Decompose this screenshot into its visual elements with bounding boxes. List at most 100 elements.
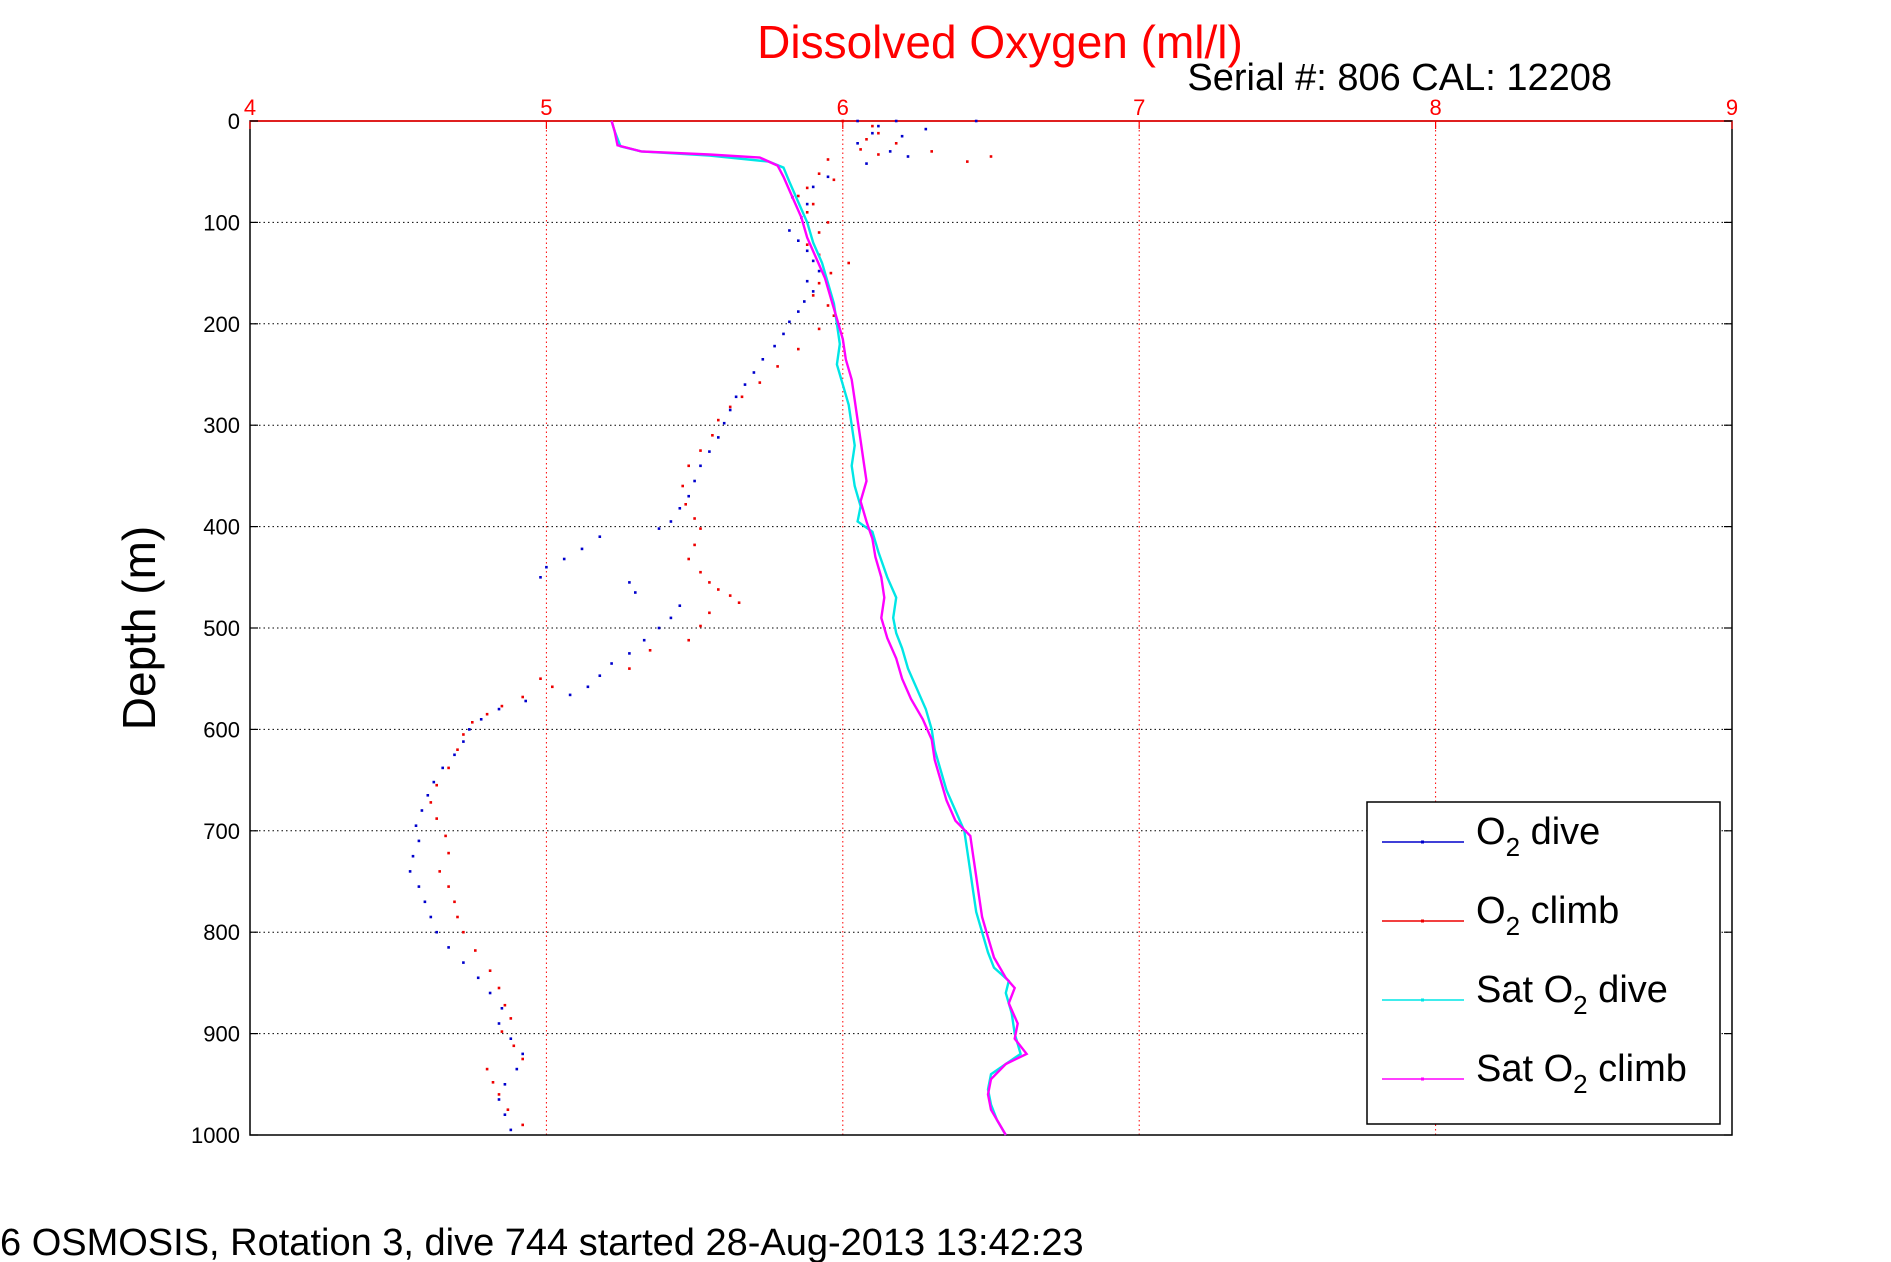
- data-point: [642, 638, 646, 642]
- y-axis-label: Depth (m): [113, 526, 165, 730]
- data-point: [797, 347, 800, 351]
- data-point: [497, 1022, 501, 1025]
- data-point: [797, 310, 800, 313]
- x-tick-label: 6: [837, 95, 849, 120]
- data-point: [551, 685, 554, 689]
- data-point: [811, 294, 815, 297]
- data-point: [699, 464, 702, 468]
- data-point: [628, 667, 631, 670]
- data-point: [521, 695, 524, 699]
- y-tick-label: 500: [203, 616, 240, 641]
- data-point: [865, 162, 868, 165]
- x-tick-label: 9: [1726, 95, 1738, 120]
- data-point: [438, 870, 441, 873]
- data-point: [657, 527, 661, 530]
- data-point: [817, 231, 821, 234]
- data-point: [512, 1044, 516, 1048]
- data-point: [900, 134, 904, 138]
- y-tick-label: 100: [203, 210, 240, 235]
- footer-caption: 6 OSMOSIS, Rotation 3, dive 744 started …: [0, 1222, 1084, 1262]
- y-tick-label: 300: [203, 413, 240, 438]
- data-point: [500, 1007, 504, 1010]
- data-point: [687, 464, 690, 468]
- data-point: [447, 885, 450, 888]
- chart-subtitle: Serial #: 806 CAL: 12208: [1187, 57, 1612, 99]
- data-point: [453, 753, 456, 757]
- data-point: [974, 119, 978, 123]
- data-point: [817, 281, 821, 285]
- legend: O2 dive O2 climb Sat O2 dive Sat O2 climb: [1366, 801, 1721, 1125]
- data-point: [826, 158, 830, 161]
- data-point: [524, 699, 527, 703]
- data-point: [817, 269, 821, 273]
- x-tick-label: 4: [244, 95, 256, 120]
- data-point: [444, 834, 447, 838]
- data-point: [728, 408, 732, 412]
- data-point: [509, 1017, 513, 1020]
- data-point: [435, 930, 438, 934]
- series-o2-climb: [429, 119, 993, 1127]
- data-point: [877, 153, 880, 156]
- data-point: [586, 685, 590, 689]
- data-point: [687, 557, 690, 561]
- legend-marker: [1421, 998, 1424, 1002]
- x-tick-label: 5: [540, 95, 552, 120]
- data-point: [684, 503, 687, 506]
- data-point: [930, 150, 933, 153]
- data-point: [693, 517, 696, 520]
- data-point: [468, 728, 471, 731]
- data-point: [474, 949, 477, 952]
- data-point: [776, 365, 779, 368]
- chart-title: Dissolved Oxygen (ml/l): [757, 16, 1243, 68]
- data-point: [740, 395, 744, 399]
- data-point: [628, 581, 631, 584]
- data-point: [693, 543, 696, 547]
- data-point: [989, 155, 993, 158]
- x-tick-label: 7: [1133, 95, 1145, 120]
- legend-label: Sat O2 dive: [1476, 969, 1668, 1020]
- series-sat-o2-dive: [610, 120, 1022, 1136]
- legend-marker: [1421, 1077, 1424, 1081]
- data-point: [426, 794, 430, 797]
- data-point: [657, 626, 661, 630]
- data-point: [728, 405, 732, 409]
- data-point: [447, 766, 450, 770]
- data-point: [841, 119, 845, 123]
- data-point: [693, 479, 696, 483]
- y-tick-label: 0: [228, 109, 240, 134]
- data-point: [805, 186, 809, 190]
- data-point: [847, 261, 850, 265]
- data-point: [456, 748, 459, 751]
- data-point: [788, 229, 791, 232]
- data-point: [894, 142, 898, 145]
- data-point: [488, 969, 492, 972]
- data-point: [797, 194, 800, 198]
- data-point: [758, 381, 762, 384]
- data-point: [521, 1057, 524, 1061]
- data-point: [417, 885, 421, 888]
- data-point: [506, 1108, 510, 1111]
- data-point: [521, 1123, 524, 1127]
- data-point: [826, 304, 830, 307]
- legend-marker: [1421, 919, 1424, 923]
- data-point: [811, 202, 815, 206]
- y-tick-label: 400: [203, 515, 240, 540]
- data-point: [414, 824, 418, 827]
- data-point: [456, 915, 459, 919]
- data-point: [817, 172, 821, 175]
- data-point: [805, 279, 809, 283]
- data-point: [717, 436, 720, 439]
- data-point: [826, 175, 830, 179]
- data-point: [708, 581, 711, 584]
- y-tick-label: 600: [203, 717, 240, 742]
- data-point: [598, 535, 602, 538]
- legend-label: O2 climb: [1476, 890, 1619, 941]
- y-tick-label: 800: [203, 920, 240, 945]
- data-point: [503, 1083, 507, 1086]
- data-point: [429, 915, 433, 919]
- data-point: [491, 1081, 495, 1084]
- data-point: [865, 138, 868, 141]
- data-point: [411, 854, 415, 858]
- data-point: [669, 616, 673, 620]
